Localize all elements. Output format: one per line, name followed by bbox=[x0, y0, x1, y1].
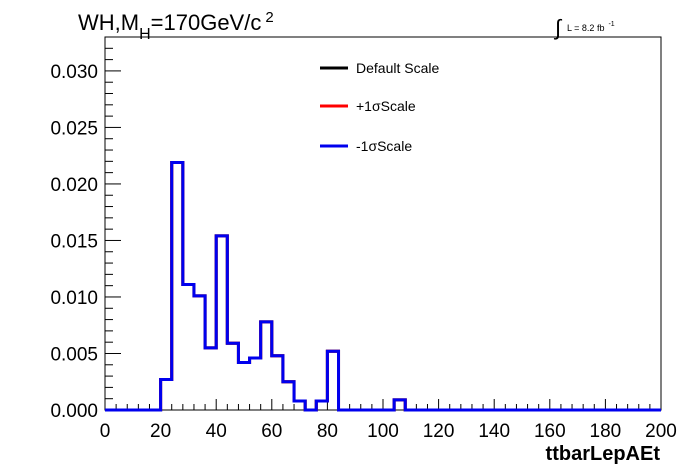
legend-label-minus1sigma: -1σScale bbox=[356, 138, 412, 154]
lumi-text: L = 8.2 fb bbox=[567, 23, 604, 33]
title-subscript: H bbox=[139, 26, 151, 43]
x-tick-label: 20 bbox=[150, 421, 171, 442]
lumi-superscript: -1 bbox=[608, 21, 614, 28]
series-group bbox=[105, 160, 661, 412]
x-tick-label: 100 bbox=[367, 421, 399, 442]
y-axis: 0.000 0.005 0.010 0.015 0.020 0.025 0.030 bbox=[50, 36, 121, 422]
plot-frame bbox=[104, 36, 662, 411]
histogram-series-2 bbox=[105, 160, 661, 412]
x-axis-title: ttbarLepAEt bbox=[546, 443, 661, 465]
x-tick-label: 200 bbox=[645, 421, 677, 442]
legend: Default Scale +1σScale -1σScale bbox=[320, 60, 439, 154]
x-tick-label: 160 bbox=[534, 421, 566, 442]
x-tick-label: 40 bbox=[206, 421, 227, 442]
y-tick-label: 0.025 bbox=[50, 118, 98, 139]
title-superscript: 2 bbox=[265, 9, 273, 26]
legend-label-plus1sigma: +1σScale bbox=[356, 98, 416, 114]
x-tick-label: 140 bbox=[478, 421, 510, 442]
y-tick-label: 0.030 bbox=[50, 62, 98, 83]
legend-label-default: Default Scale bbox=[356, 60, 439, 76]
title-main: WH,M bbox=[78, 10, 139, 35]
y-tick-label: 0.005 bbox=[50, 344, 98, 365]
x-axis: 0 20 40 60 80 100 120 140 160 180 200 bbox=[100, 399, 677, 442]
y-tick-label: 0.020 bbox=[50, 175, 98, 196]
y-tick-label: 0.010 bbox=[50, 288, 98, 309]
x-tick-label: 60 bbox=[261, 421, 282, 442]
chart-title: WH,MH=170GeV/c 2 bbox=[78, 9, 274, 43]
x-tick-label: 0 bbox=[100, 421, 111, 442]
y-tick-label: 0.000 bbox=[50, 401, 98, 422]
lumi-label: L = 8.2 fb -1 bbox=[567, 21, 615, 33]
lumi-integral: ∫ bbox=[553, 15, 563, 40]
x-tick-label: 180 bbox=[590, 421, 622, 442]
x-tick-label: 80 bbox=[317, 421, 338, 442]
x-tick-label: 120 bbox=[423, 421, 455, 442]
y-tick-label: 0.015 bbox=[50, 231, 98, 252]
histogram-series-1 bbox=[105, 160, 661, 412]
title-rest: =170GeV/c bbox=[151, 10, 262, 35]
histogram-series-0 bbox=[105, 160, 661, 412]
